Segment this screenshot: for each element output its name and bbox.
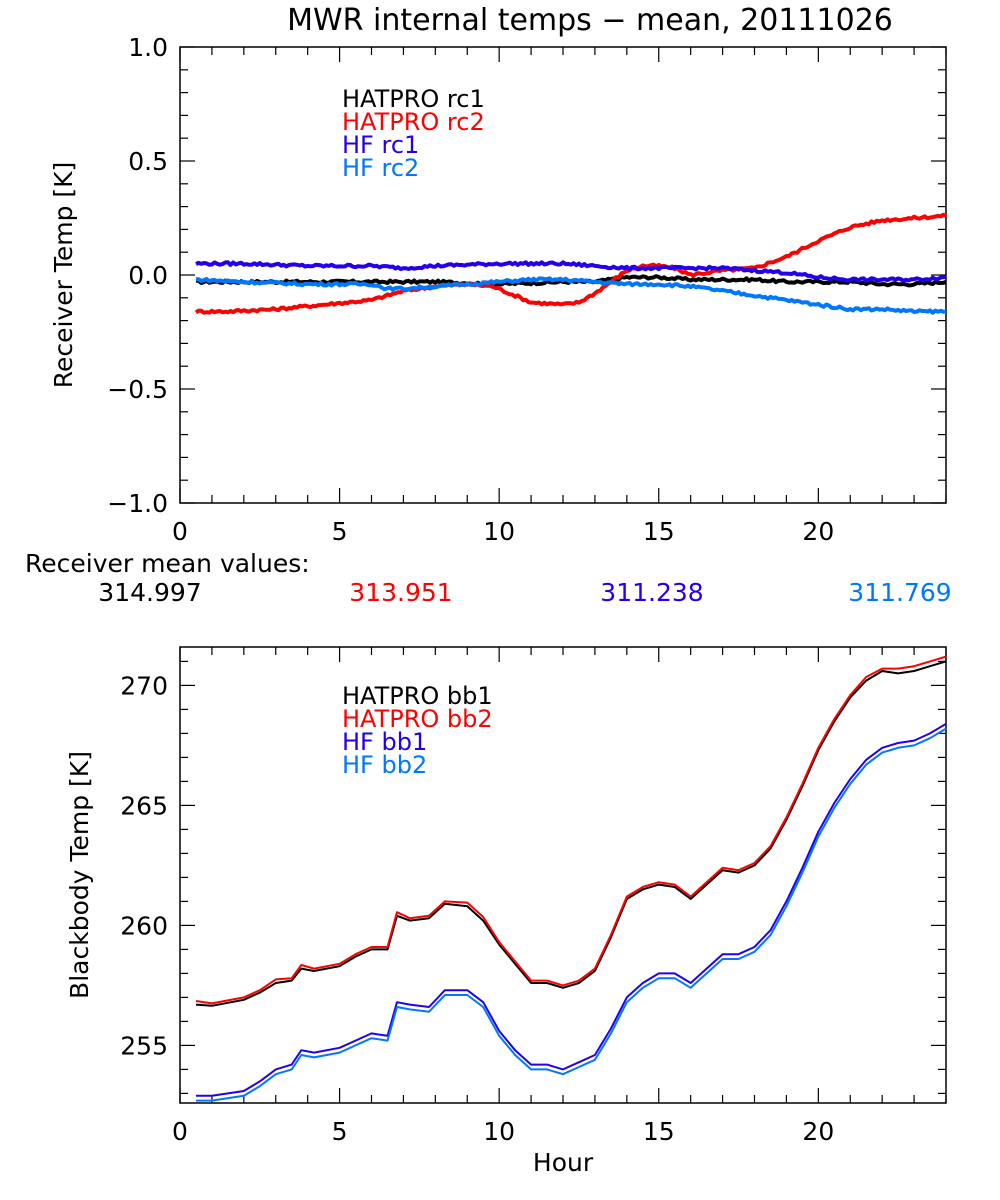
- x-tick-label: 0: [172, 1117, 188, 1146]
- receiver-series-lines: [194, 212, 947, 315]
- x-tick-label: 15: [643, 517, 675, 546]
- x-tick-label: 5: [332, 517, 348, 546]
- legend-hatpro-rc1: HATPRO rc1: [342, 85, 485, 113]
- chart-title: MWR internal temps − mean, 20111026: [287, 3, 893, 38]
- legend-hf-bb2: HF bb2: [342, 751, 427, 779]
- y-tick-label: 1.0: [128, 33, 168, 62]
- legend-hf-rc1: HF rc1: [342, 131, 419, 159]
- x-tick-label: 0: [172, 517, 188, 546]
- y-tick-label: −0.5: [107, 375, 168, 404]
- x-tick-label: 15: [643, 1117, 675, 1146]
- series-line-hf-bb1: [196, 722, 947, 1097]
- y-tick-label: 260: [120, 911, 168, 940]
- receiver-y-axis-title: Receiver Temp [K]: [49, 162, 78, 389]
- x-tick-label: 5: [332, 1117, 348, 1146]
- legend-hatpro-bb2: HATPRO bb2: [342, 705, 493, 733]
- y-tick-label: 270: [120, 671, 168, 700]
- blackbody-series-lines: [195, 655, 947, 1102]
- mean-value-hatpro-rc2: 313.951: [349, 578, 452, 607]
- receiver-plot-frame: [179, 46, 947, 504]
- x-tick-label: 20: [802, 1117, 834, 1146]
- legend-hf-bb1: HF bb1: [342, 728, 427, 756]
- blackbody-y-axis-title: Blackbody Temp [K]: [65, 751, 94, 999]
- receiver-ticks: 0 5 10 15 20 −1.0 −0.5 0.0 0.5 1.0: [107, 33, 947, 546]
- mean-value-hf-rc1: 311.238: [600, 578, 703, 607]
- blackbody-ticks: 0 5 10 15 20 255 260 265 270: [120, 647, 947, 1146]
- receiver-legend: HATPRO rc1 HATPRO rc2 HF rc1 HF rc2: [342, 85, 485, 182]
- series-line-hf-rc2: [196, 276, 947, 315]
- y-tick-label: 0.0: [128, 261, 168, 290]
- blackbody-plot-frame: [179, 646, 947, 1104]
- legend-hatpro-bb1: HATPRO bb1: [342, 682, 493, 710]
- mean-values-label: Receiver mean values:: [25, 549, 310, 578]
- y-tick-label: 265: [120, 791, 168, 820]
- series-line-hatpro-rc2: [194, 212, 947, 315]
- x-axis-title: Hour: [533, 1148, 594, 1177]
- series-line-hatpro-bb1: [195, 660, 947, 1007]
- x-tick-label: 20: [802, 517, 834, 546]
- series-line-hf-bb2: [196, 727, 947, 1102]
- receiver-mean-values: Receiver mean values: 314.997 313.951 31…: [25, 549, 952, 607]
- series-line-hatpro-bb2: [195, 655, 947, 1005]
- y-tick-label: 255: [120, 1031, 168, 1060]
- y-tick-label: −1.0: [107, 489, 168, 518]
- receiver-temp-panel: 0 5 10 15 20 −1.0 −0.5 0.0 0.5 1.0 Receiver Temp …: [49, 33, 947, 546]
- series-line-hf-rc1: [195, 260, 947, 283]
- y-tick-label: 0.5: [128, 147, 168, 176]
- x-tick-label: 10: [483, 1117, 515, 1146]
- blackbody-legend: HATPRO bb1 HATPRO bb2 HF bb1 HF bb2: [342, 682, 493, 779]
- legend-hf-rc2: HF rc2: [342, 154, 419, 182]
- mean-value-hf-rc2: 311.769: [848, 578, 951, 607]
- x-tick-label: 10: [483, 517, 515, 546]
- legend-hatpro-rc2: HATPRO rc2: [342, 108, 485, 136]
- mean-value-hatpro-rc1: 314.997: [98, 578, 201, 607]
